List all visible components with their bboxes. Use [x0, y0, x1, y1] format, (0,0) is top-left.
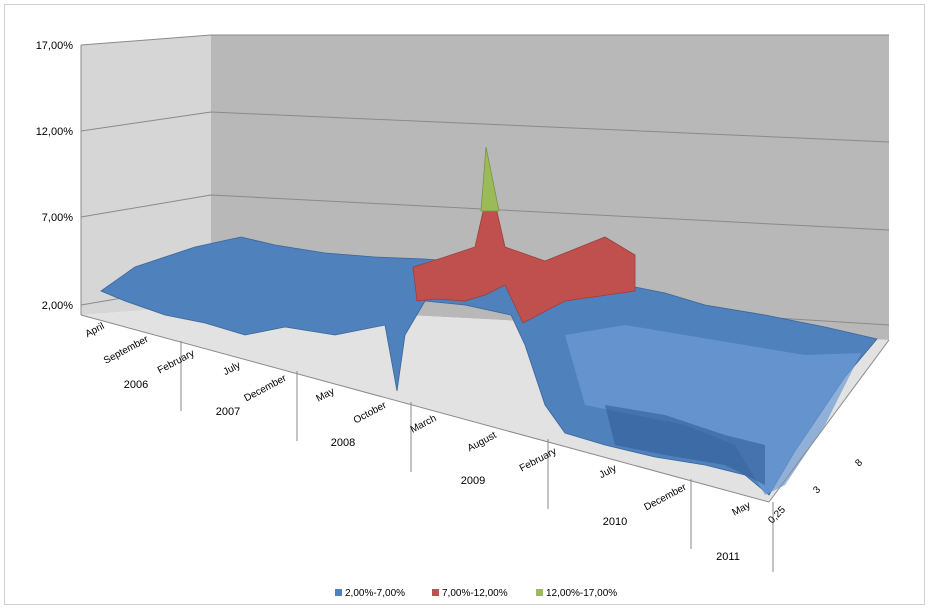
gridline-17: [80, 34, 889, 46]
surface-green: [480, 146, 500, 212]
x-month-label: December: [643, 482, 689, 514]
depth-tick-label: 0,25: [766, 504, 788, 526]
depth-tick-label: 3: [811, 484, 823, 496]
surface-highlight: [565, 325, 861, 495]
legend-label: 2,00%-7,00%: [345, 588, 405, 599]
y-tick-label: 2,00%: [42, 300, 73, 312]
gridline-7: [80, 194, 890, 231]
surface-chart: 2,00% 7,00% 12,00% 17,00% April Septembe…: [36, 34, 890, 599]
x-month-label: March: [409, 413, 439, 436]
x-year-label: 2007: [216, 406, 240, 418]
x-year-label: 2008: [331, 437, 355, 449]
x-month-label: February: [518, 446, 558, 474]
x-month-label: September: [102, 334, 151, 367]
legend-swatch: [335, 589, 342, 596]
depth-tick-label: 8: [853, 457, 865, 469]
y-tick-label: 12,00%: [36, 126, 74, 138]
x-year-label: 2006: [124, 379, 148, 391]
side-wall: [81, 35, 211, 315]
x-year-labels: 2006 2007 2008 2009 2010 2011: [124, 379, 740, 563]
legend-label: 7,00%-12,00%: [442, 588, 508, 599]
x-axis-line: [80, 314, 770, 503]
legend-swatch: [432, 589, 439, 596]
axis-lines: [80, 45, 890, 503]
y-tick-label: 17,00%: [36, 40, 74, 52]
x-year-label: 2010: [603, 516, 627, 528]
x-month-label: May: [731, 500, 753, 519]
x-month-label: August: [466, 430, 499, 454]
x-month-label: October: [352, 400, 389, 427]
x-month-label: May: [315, 386, 337, 405]
y-tick-label: 7,00%: [42, 212, 73, 224]
chart-frame: 2,00% 7,00% 12,00% 17,00% April Septembe…: [4, 4, 925, 605]
depth-axis-line: [768, 339, 890, 503]
x-year-label: 2011: [716, 551, 740, 563]
gridline-12: [80, 111, 890, 143]
legend: 2,00%-7,00% 7,00%-12,00% 12,00%-17,00%: [335, 588, 617, 599]
x-month-label: December: [243, 373, 289, 405]
x-month-label: July: [598, 463, 619, 481]
x-month-label: April: [84, 321, 107, 340]
surface-shadow: [605, 405, 765, 485]
legend-swatch: [536, 589, 543, 596]
x-month-label: July: [222, 360, 243, 378]
x-axis-ticks: [180, 341, 774, 572]
y-tick-labels: 2,00% 7,00% 12,00% 17,00%: [36, 40, 74, 312]
x-month-label: February: [156, 348, 196, 376]
legend-label: 12,00%-17,00%: [546, 588, 617, 599]
x-year-label: 2009: [461, 475, 485, 487]
